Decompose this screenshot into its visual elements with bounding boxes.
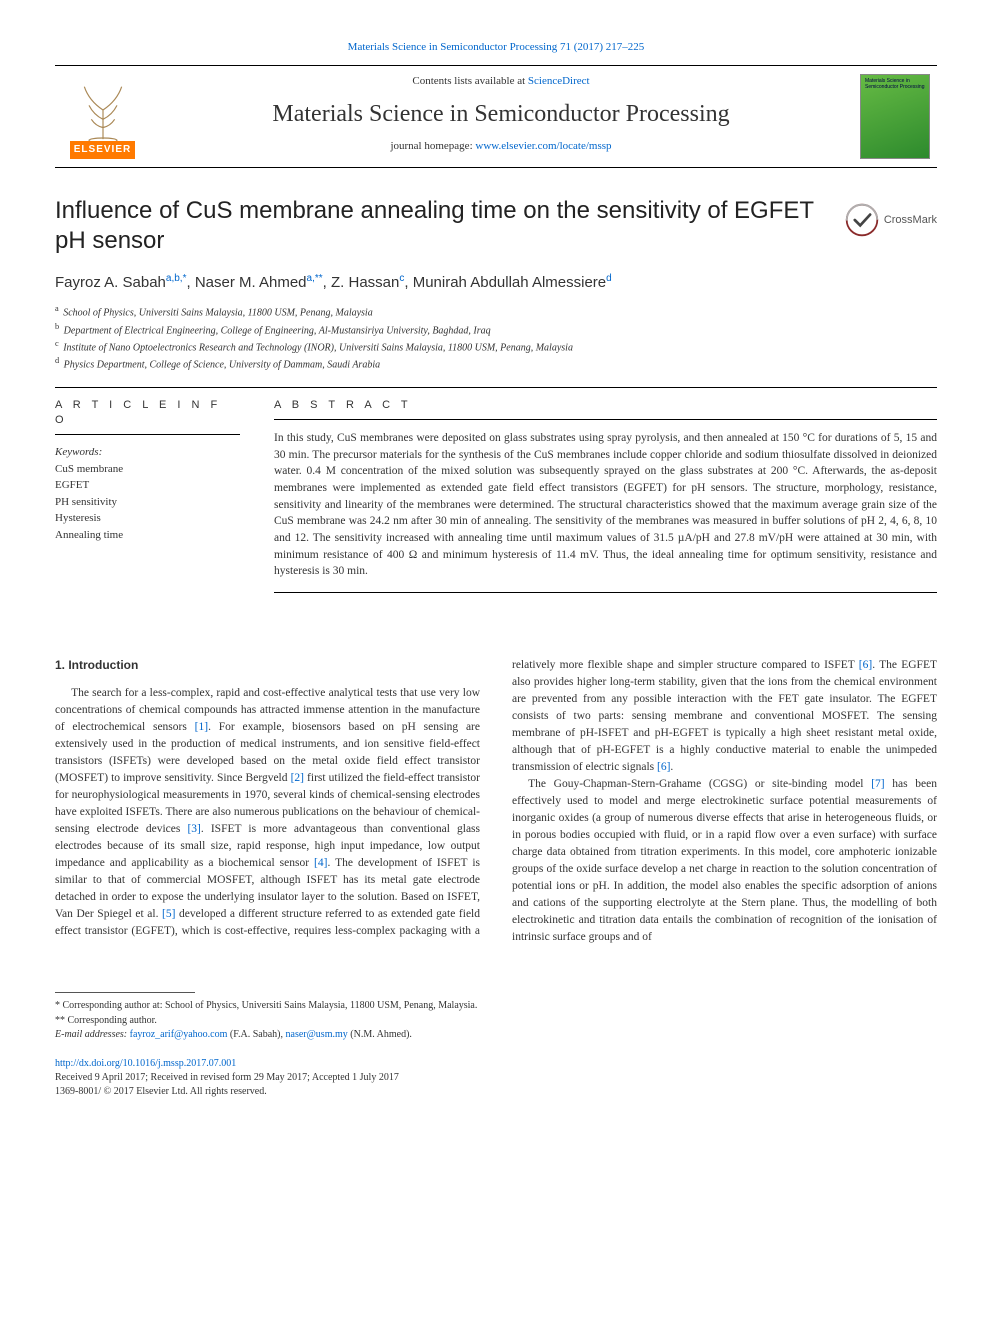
article-body: 1. Introduction The search for a less-co…	[55, 657, 937, 946]
affiliations: a School of Physics, Universiti Sains Ma…	[55, 303, 937, 372]
doi-link[interactable]: http://dx.doi.org/10.1016/j.mssp.2017.07…	[55, 1058, 236, 1069]
journal-header: ELSEVIER Contents lists available at Sci…	[55, 65, 937, 168]
email-link-1[interactable]: fayroz_arif@yahoo.com	[130, 1029, 228, 1040]
ref-7[interactable]: [7]	[871, 778, 884, 790]
received-dates: Received 9 April 2017; Received in revis…	[55, 1071, 937, 1085]
keywords-list: CuS membrane EGFET PH sensitivity Hyster…	[55, 461, 240, 544]
journal-homepage: journal homepage: www.elsevier.com/locat…	[154, 139, 848, 154]
abstract-text: In this study, CuS membranes were deposi…	[274, 430, 937, 580]
citation-link[interactable]: Materials Science in Semiconductor Proce…	[348, 41, 645, 53]
article-info-label: A R T I C L E I N F O	[55, 398, 240, 429]
crossmark-icon	[844, 202, 880, 238]
abstract-label: A B S T R A C T	[274, 398, 937, 413]
ref-5[interactable]: [5]	[162, 908, 175, 920]
abstract-column: A B S T R A C T In this study, CuS membr…	[274, 398, 937, 603]
section-heading-introduction: 1. Introduction	[55, 657, 480, 675]
author-list: Fayroz A. Sabaha,b,*, Naser M. Ahmeda,**…	[55, 272, 937, 293]
journal-cover-thumb[interactable]: Materials Science in Semiconductor Proce…	[852, 66, 937, 167]
article-title: Influence of CuS membrane annealing time…	[55, 196, 826, 256]
crossmark-badge[interactable]: CrossMark	[844, 196, 937, 238]
article-footer: http://dx.doi.org/10.1016/j.mssp.2017.07…	[55, 1057, 937, 1099]
corresponding-footnotes: * Corresponding author at: School of Phy…	[55, 999, 937, 1043]
ref-6a[interactable]: [6]	[859, 659, 872, 671]
ref-4[interactable]: [4]	[314, 857, 327, 869]
ref-2[interactable]: [2]	[291, 772, 304, 784]
email-link-2[interactable]: naser@usm.my	[286, 1029, 348, 1040]
ref-3[interactable]: [3]	[187, 823, 200, 835]
article-info-column: A R T I C L E I N F O Keywords: CuS memb…	[55, 398, 240, 603]
elsevier-tree-icon	[68, 79, 138, 141]
sciencedirect-link[interactable]: ScienceDirect	[528, 75, 590, 87]
copyright-line: 1369-8001/ © 2017 Elsevier Ltd. All righ…	[55, 1085, 937, 1099]
page-citation: Materials Science in Semiconductor Proce…	[55, 40, 937, 55]
keywords-label: Keywords:	[55, 445, 240, 460]
ref-6b[interactable]: [6]	[657, 761, 670, 773]
elsevier-wordmark: ELSEVIER	[70, 141, 135, 159]
ref-1[interactable]: [1]	[195, 721, 208, 733]
homepage-link[interactable]: www.elsevier.com/locate/mssp	[475, 140, 611, 152]
journal-name: Materials Science in Semiconductor Proce…	[154, 98, 848, 132]
elsevier-logo[interactable]: ELSEVIER	[55, 66, 150, 167]
contents-available: Contents lists available at ScienceDirec…	[154, 74, 848, 89]
intro-paragraph-2: The Gouy-Chapman-Stern-Grahame (CGSG) or…	[512, 776, 937, 946]
